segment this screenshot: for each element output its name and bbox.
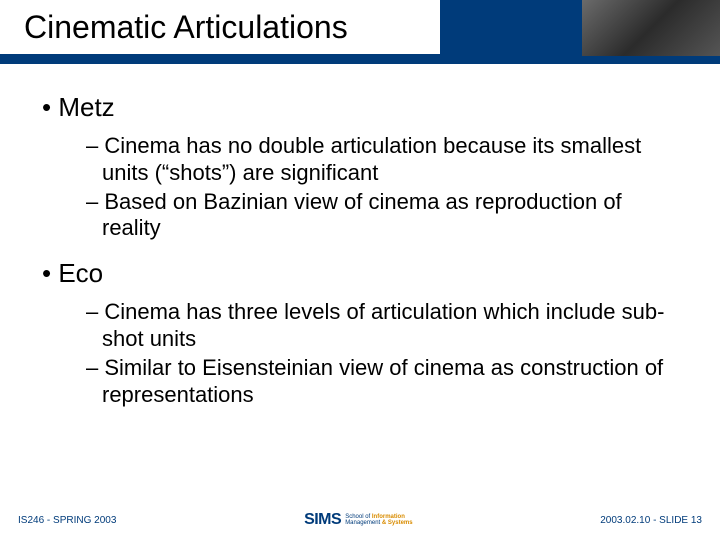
footer: IS246 - SPRING 2003 SIMS School of Infor… — [0, 508, 720, 532]
bullet-item: Based on Bazinian view of cinema as repr… — [86, 189, 686, 243]
sims-logo-subtext: School of Information Management & Syste… — [345, 514, 412, 526]
slide-body: Metz Cinema has no double articulation b… — [0, 64, 720, 540]
spacer — [34, 244, 686, 258]
title-bar: Cinematic Articulations — [0, 0, 720, 60]
slide: Cinematic Articulations Metz Cinema has … — [0, 0, 720, 540]
slide-title: Cinematic Articulations — [24, 9, 348, 46]
bullet-item: Cinema has no double articulation becaus… — [86, 133, 686, 187]
logo-line-2: Management & Systems — [345, 520, 412, 526]
decorative-photo — [580, 0, 720, 56]
footer-left: IS246 - SPRING 2003 — [18, 515, 116, 526]
footer-right: 2003.02.10 - SLIDE 13 — [600, 515, 702, 526]
footer-logo: SIMS School of Information Management & … — [304, 511, 413, 529]
sims-logo-text: SIMS — [304, 511, 341, 529]
section-heading: Metz — [42, 92, 686, 123]
section-heading: Eco — [42, 258, 686, 289]
title-box: Cinematic Articulations — [0, 0, 440, 54]
bullet-item: Similar to Eisensteinian view of cinema … — [86, 355, 686, 409]
bullet-item: Cinema has three levels of articulation … — [86, 299, 686, 353]
